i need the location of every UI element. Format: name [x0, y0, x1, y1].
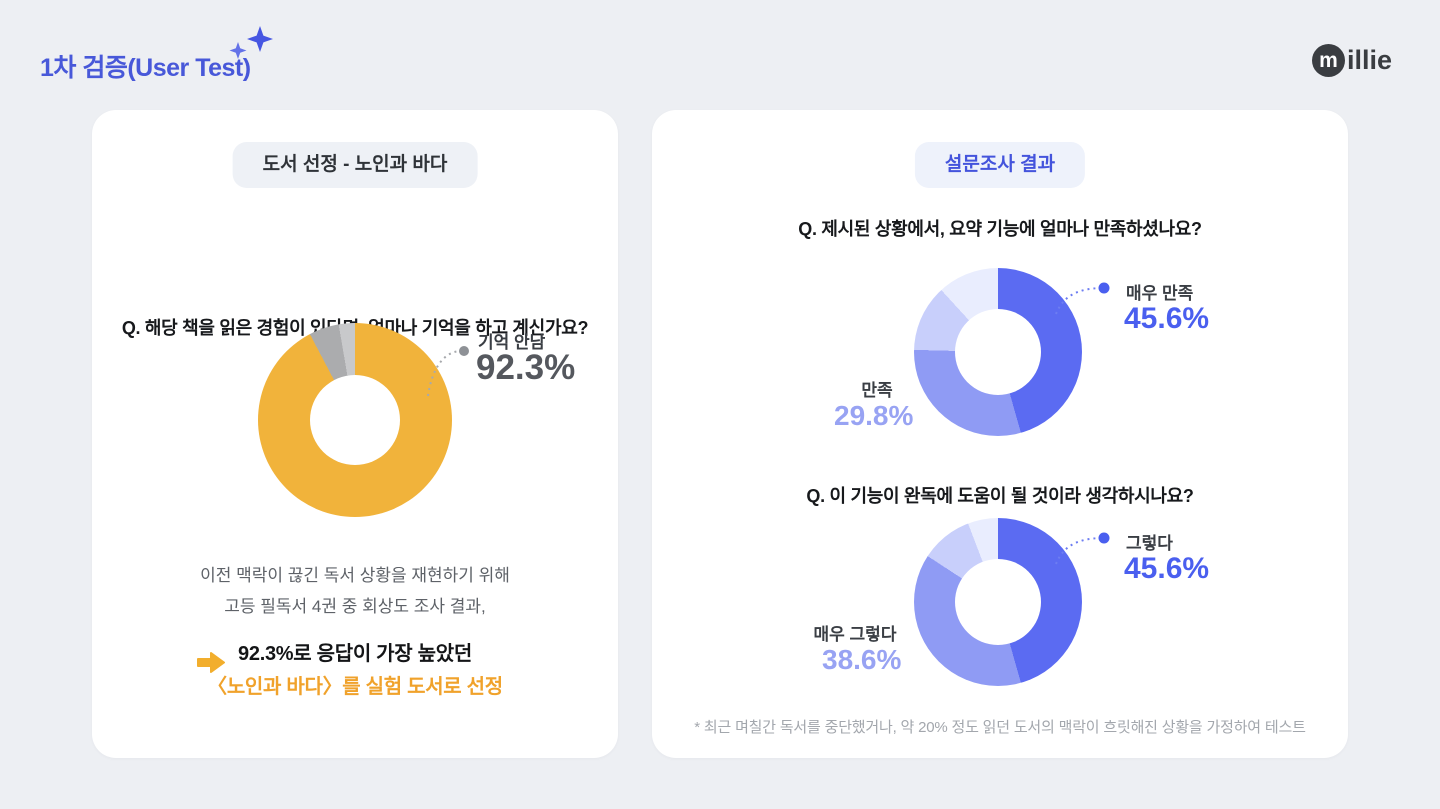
conclusion-line-2: 〈노인과 바다〉를 실험 도서로 선정: [207, 676, 503, 698]
page-title: 1차 검증(User Test): [40, 54, 251, 82]
memory-callout-value: 92.3%: [476, 348, 576, 387]
book-selection-card: 도서 선정 - 노인과 바다 Q. 해당 책을 읽은 경험이 있다면, 얼마나 …: [92, 110, 618, 758]
book-selection-badge: 도서 선정 - 노인과 바다: [232, 142, 478, 188]
conclusion-line-1: 92.3%로 응답이 가장 높았던: [238, 643, 472, 665]
millie-logo-wordmark: illie: [1346, 45, 1392, 75]
description-line: 이전 맥락이 끊긴 독서 상황을 재현하기 위해: [200, 566, 510, 585]
q1-left-value: 29.8%: [834, 400, 914, 431]
millie-logo-mark-icon: m: [1311, 44, 1345, 77]
survey-question-1: Q. 제시된 상황에서, 요약 기능에 얼마나 만족하셨나요?: [798, 219, 1202, 239]
q2-left-label: 매우 그렇다: [813, 625, 897, 644]
survey-badge: 설문조사 결과: [914, 142, 1086, 188]
memory-callout-label: 기억 안남: [478, 333, 546, 352]
q1-left-label: 만족: [861, 381, 893, 400]
leader-line: [1055, 282, 1110, 315]
arrow-right-icon: [197, 651, 225, 679]
q1-right-label: 매우 만족: [1126, 284, 1194, 303]
book-conclusion: 92.3%로 응답이 가장 높았던 〈노인과 바다〉를 실험 도서로 선정: [92, 638, 618, 704]
description-line: 고등 필독서 4권 중 회상도 조사 결과,: [224, 597, 486, 616]
q2-right-label: 그렇다: [1126, 534, 1173, 553]
memory-donut-chart: [258, 323, 452, 517]
leader-line: [1055, 532, 1110, 565]
footnote: * 최근 며칠간 독서를 중단했거나, 약 20% 정도 읽던 도서의 맥락이 …: [694, 719, 1306, 736]
sparkles-icon: [228, 24, 274, 69]
survey-question-2: Q. 이 기능이 완독에 도움이 될 것이라 생각하시나요?: [806, 486, 1194, 506]
q2-left-value: 38.6%: [822, 644, 902, 675]
q2-right-value: 45.6%: [1124, 552, 1210, 585]
book-description: 이전 맥락이 끊긴 독서 상황을 재현하기 위해 고등 필독서 4권 중 회상도…: [92, 560, 618, 622]
q1-right-value: 45.6%: [1124, 302, 1210, 335]
leader-line: [427, 346, 469, 397]
donut-hole: [955, 309, 1041, 395]
satisfaction-donut-chart: [914, 268, 1082, 436]
survey-results-card: 설문조사 결과 Q. 제시된 상황에서, 요약 기능에 얼마나 만족하셨나요? …: [652, 110, 1348, 758]
completion-donut-chart: [914, 518, 1082, 686]
donut-hole: [310, 375, 400, 465]
millie-logo: m illie: [1311, 44, 1392, 77]
donut-hole: [955, 559, 1041, 645]
